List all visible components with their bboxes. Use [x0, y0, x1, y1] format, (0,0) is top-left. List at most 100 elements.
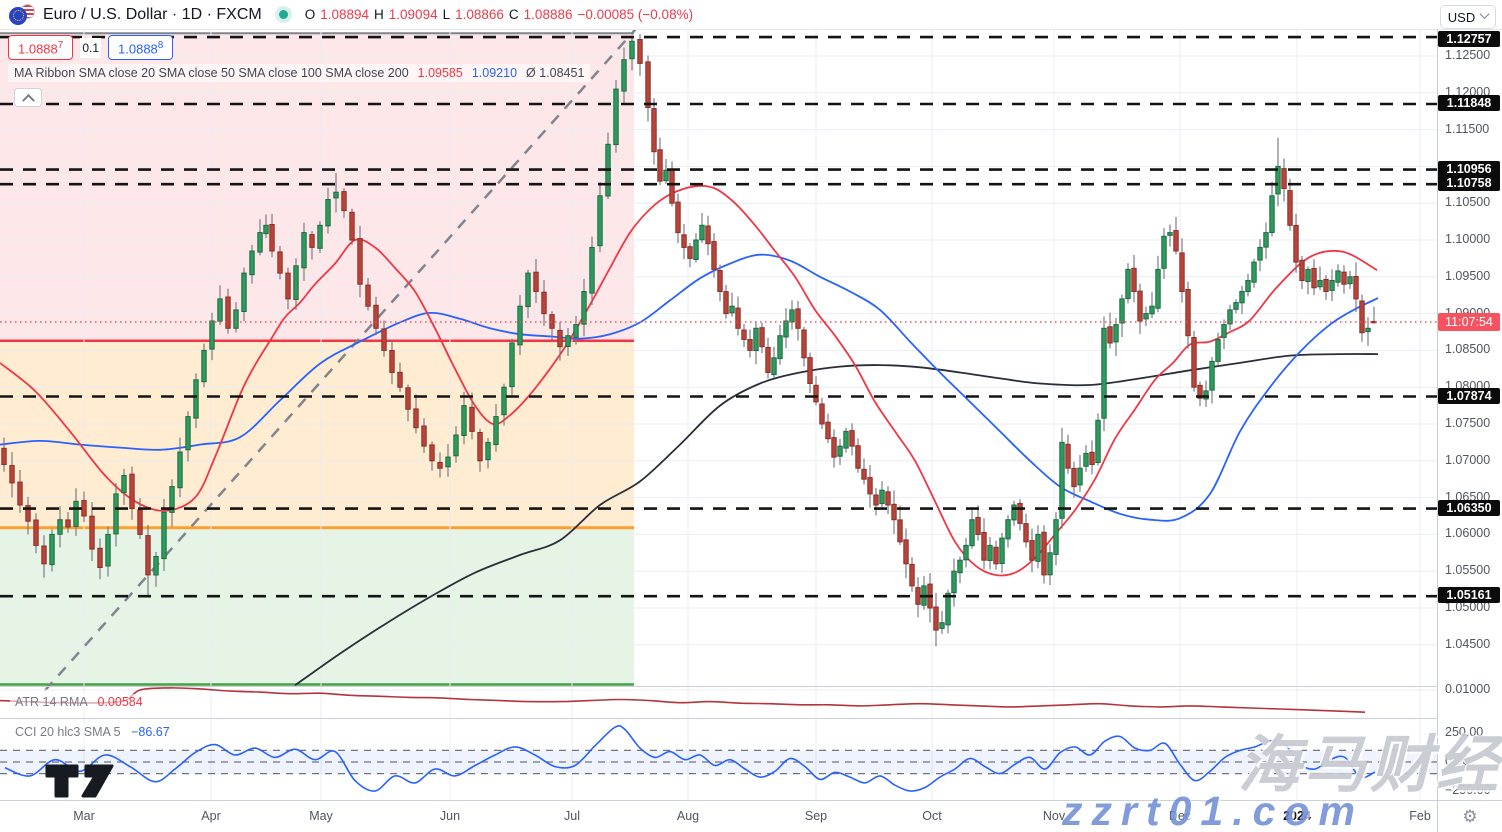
axis-settings-corner[interactable]: ⚙ [1438, 801, 1502, 832]
bid-price-button[interactable]: 1.08887 [8, 35, 74, 61]
cci-label: CCI 20 hlc3 SMA 5 [15, 725, 121, 739]
collapse-legend-button[interactable] [14, 88, 42, 107]
candle-body [1365, 327, 1371, 333]
candle-body [637, 39, 643, 64]
market-status-dot [278, 10, 288, 19]
candle-body [687, 246, 693, 259]
candle-body [263, 224, 269, 235]
price-axis[interactable]: 1.12500 1.12000 1.11500 1.10500 1.10000 1.095… [1438, 30, 1502, 800]
candle-body [891, 503, 897, 521]
cci-legend[interactable]: CCI 20 hlc3 SMA 5 −86.67 [10, 724, 175, 740]
candle-body [41, 545, 47, 565]
candle-body [73, 500, 79, 527]
ask-price-button[interactable]: 1.08888 [108, 35, 174, 61]
candle-body [1017, 502, 1023, 524]
currency-value: USD [1447, 9, 1476, 25]
pane-separator-atr[interactable] [0, 686, 1502, 687]
ma-value-20: 1.09585 [417, 66, 463, 80]
candle-body [933, 606, 939, 631]
candle-body [381, 328, 387, 351]
price-tick-label: 1.09500 [1445, 268, 1491, 283]
candle-body [849, 430, 855, 447]
spread-value: 0.1 [80, 37, 102, 58]
time-axis-label-Oct: Oct [922, 809, 942, 823]
candle-body [915, 587, 921, 605]
price-tick-label: 1.07000 [1445, 452, 1491, 467]
atr-legend[interactable]: ATR 14 RMA 0.00584 [10, 694, 148, 710]
candle-body [765, 346, 771, 373]
time-axis-label-Sep: Sep [804, 809, 828, 823]
time-axis-label-Feb: Feb [1409, 809, 1431, 823]
currency-dropdown[interactable]: USD [1440, 5, 1496, 29]
candle-body [963, 544, 969, 561]
candle-body [1029, 540, 1035, 561]
candle-body [651, 108, 657, 153]
candle-body [493, 416, 499, 446]
candle-body [1, 447, 7, 465]
candle-body [1221, 324, 1227, 338]
candle-body [573, 324, 579, 338]
candle-body [137, 509, 143, 535]
candle-body [939, 622, 945, 629]
candle-body [517, 305, 523, 346]
candle-body [349, 211, 355, 241]
high-label: H [374, 7, 384, 22]
level-price-label: 1.12757 [1438, 31, 1500, 47]
gear-icon[interactable]: ⚙ [1462, 806, 1478, 826]
candle-body [269, 224, 275, 252]
candle-body [1281, 168, 1287, 190]
cci-tick-label: 0.00 [1445, 754, 1470, 768]
candle-body [469, 406, 475, 432]
candle-body [975, 517, 981, 535]
candle-body [1101, 327, 1107, 419]
candle-body [477, 432, 483, 462]
candle-body [831, 437, 837, 458]
candle-body [485, 441, 491, 461]
candle-body [201, 349, 207, 383]
candle-body [1227, 309, 1233, 325]
price-tick-label: 1.08500 [1445, 342, 1491, 357]
eu-flag-icon [9, 6, 27, 25]
candle-body [1245, 280, 1251, 293]
open-label: O [304, 7, 316, 22]
price-tick-label: 1.12500 [1445, 48, 1491, 62]
candle-body [541, 291, 547, 315]
ma-ribbon-legend[interactable]: MA Ribbon SMA close 20 SMA close 50 SMA … [8, 64, 591, 82]
candle-body [1125, 268, 1131, 300]
level-price-label: 1.06350 [1438, 499, 1500, 516]
tradingview-logo[interactable] [44, 763, 132, 799]
candle-body [1179, 252, 1185, 292]
candle-body [1311, 268, 1317, 289]
candle-body [1293, 225, 1299, 263]
candle-body [1239, 291, 1245, 304]
candle-body [981, 532, 987, 561]
candle-body [1329, 280, 1335, 291]
cci-tick-label: −250.00 [1445, 783, 1491, 797]
candle-body [25, 505, 31, 522]
candle-body [681, 234, 687, 248]
pane-separator-cci[interactable] [0, 718, 1502, 719]
candle-body [1191, 337, 1197, 388]
candle-body [957, 559, 963, 574]
candle-body [741, 329, 747, 340]
candle-body [525, 272, 531, 308]
candle-body [621, 59, 627, 92]
candle-body [945, 592, 951, 626]
candle-body [873, 494, 879, 506]
time-axis-label-Nov: Nov [1042, 809, 1066, 823]
candle-body [717, 270, 723, 292]
candle-body [81, 500, 87, 517]
candle-body [1353, 276, 1359, 300]
candle-body [795, 308, 801, 329]
chevron-up-icon [21, 93, 35, 107]
time-axis[interactable]: Mar Apr May Jun Jul Aug Sep Oct Nov Dec 2024 Feb [0, 801, 1437, 832]
candle-body [879, 489, 885, 505]
symbol-title[interactable]: Euro / U.S. Dollar · 1D · FXCM [43, 5, 262, 23]
countdown-label: 11:07:54 [1438, 313, 1500, 331]
candle-body [1047, 552, 1053, 576]
candle-body [145, 535, 151, 576]
candle-body [1275, 165, 1281, 195]
candle-body [17, 481, 23, 506]
candle-body [341, 191, 347, 212]
